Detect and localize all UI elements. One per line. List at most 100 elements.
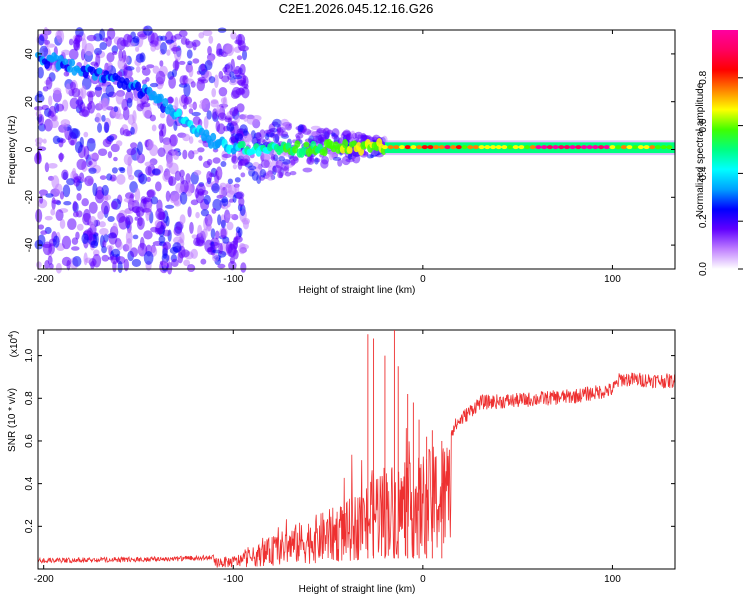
- band-cell: [581, 145, 587, 150]
- heatmap-cell: [229, 71, 235, 78]
- heatmap-cell: [134, 187, 141, 202]
- heatmap-cell: [183, 259, 191, 267]
- heatmap-cell: [115, 140, 123, 147]
- heatmap-cell: [95, 112, 102, 124]
- heatmap-cell: [102, 37, 109, 42]
- heatmap-cell: [93, 47, 102, 56]
- heatmap-cell: [179, 214, 186, 225]
- heatmap-cell: [187, 206, 192, 218]
- heatmap-cell: [192, 58, 200, 64]
- heatmap-cell: [123, 63, 128, 77]
- heatmap-cell: [126, 97, 133, 108]
- heatmap-cell: [172, 150, 180, 160]
- spectrogram-x-ticks: -200 -100 0 100: [34, 30, 621, 285]
- heatmap-cell: [122, 129, 131, 137]
- heatmap-cell: [238, 242, 246, 255]
- heatmap-cell: [106, 244, 114, 251]
- heatmap-cell: [200, 258, 207, 265]
- heatmap-cell: [211, 253, 220, 262]
- heatmap-cell: [180, 176, 185, 186]
- ridge-cell: [303, 141, 310, 148]
- ridge-cell: [69, 58, 76, 67]
- heatmap-cell: [218, 112, 227, 121]
- heatmap-cell: [284, 171, 291, 177]
- heatmap-cell: [40, 230, 48, 235]
- heatmap-cell: [68, 48, 79, 60]
- snr-x-axis-label: Height of straight line (km): [299, 584, 416, 595]
- heatmap-cell: [236, 55, 243, 61]
- heatmap-cell: [218, 242, 223, 255]
- band-cell: [478, 145, 485, 150]
- heatmap-cell: [235, 87, 246, 96]
- spectrogram-x-tick-label: 0: [420, 274, 426, 285]
- band-cell: [467, 145, 474, 150]
- heatmap-cell: [246, 133, 253, 143]
- heatmap-cell: [224, 64, 231, 70]
- heatmap-cell: [137, 247, 143, 254]
- heatmap-cell: [230, 31, 237, 40]
- heatmap-cell: [56, 29, 65, 44]
- heatmap-cell: [165, 190, 171, 202]
- heatmap-cell: [48, 95, 53, 107]
- band-cell: [643, 145, 650, 150]
- snr-multiplier-exponent: 4: [8, 334, 15, 338]
- band-cell: [381, 145, 388, 150]
- heatmap-cell: [145, 77, 150, 82]
- band-cell: [552, 145, 559, 150]
- heatmap-cell: [149, 82, 159, 88]
- heatmap-cell: [102, 84, 107, 93]
- heatmap-cell: [133, 95, 139, 102]
- snr-y-tick-label: 0.6: [24, 434, 35, 448]
- heatmap-cell: [198, 32, 205, 39]
- heatmap-cell: [117, 57, 125, 70]
- heatmap-cell: [83, 208, 91, 223]
- heatmap-cell: [132, 110, 137, 124]
- heatmap-cell: [280, 131, 289, 138]
- heatmap-cell: [61, 169, 69, 181]
- heatmap-cell: [116, 174, 126, 185]
- heatmap-cell: [116, 212, 126, 223]
- heatmap-cell: [72, 200, 78, 212]
- band-cell: [535, 145, 542, 150]
- band-cell: [518, 145, 525, 150]
- spectrogram-y-tick-label: 40: [24, 48, 35, 60]
- band-cell: [507, 145, 514, 150]
- heatmap-cell: [110, 200, 118, 210]
- heatmap-cell: [211, 208, 217, 214]
- heatmap-cell: [88, 201, 98, 214]
- heatmap-cell: [50, 208, 56, 216]
- heatmap-cell: [206, 219, 212, 232]
- heatmap-cell: [62, 184, 71, 198]
- heatmap-cell: [199, 99, 210, 105]
- heatmap-cell: [37, 224, 45, 230]
- heatmap-cell: [42, 243, 52, 249]
- heatmap-cell: [55, 262, 62, 274]
- ridge-cell: [342, 138, 349, 149]
- colorbar-tick-label: 0.8: [698, 70, 709, 84]
- heatmap-cell: [126, 163, 133, 178]
- heatmap-cell: [218, 87, 228, 97]
- colorbar-gradient: [712, 30, 738, 269]
- snr-multiplier-close: ): [9, 331, 20, 334]
- heatmap-cell: [216, 194, 224, 199]
- heatmap-cell: [231, 155, 239, 165]
- heatmap-cell: [103, 196, 109, 203]
- heatmap-cell: [68, 38, 74, 46]
- heatmap-cell: [73, 177, 81, 187]
- heatmap-cell: [203, 116, 209, 129]
- snr-y-tick-label: 0.8: [24, 391, 35, 405]
- heatmap-cell: [103, 121, 110, 134]
- heatmap-cell: [47, 162, 58, 169]
- ridge-cell: [100, 74, 107, 84]
- heatmap-cell: [97, 148, 108, 156]
- heatmap-cell: [206, 171, 213, 183]
- heatmap-cell: [207, 45, 212, 56]
- band-cell: [427, 145, 434, 150]
- heatmap-cell: [193, 169, 202, 176]
- heatmap-cell: [135, 46, 140, 52]
- band-cell: [575, 145, 582, 150]
- heatmap-cell: [51, 199, 61, 205]
- heatmap-cell: [137, 216, 143, 227]
- heatmap-cell: [264, 133, 270, 141]
- heatmap-cell: [206, 158, 213, 166]
